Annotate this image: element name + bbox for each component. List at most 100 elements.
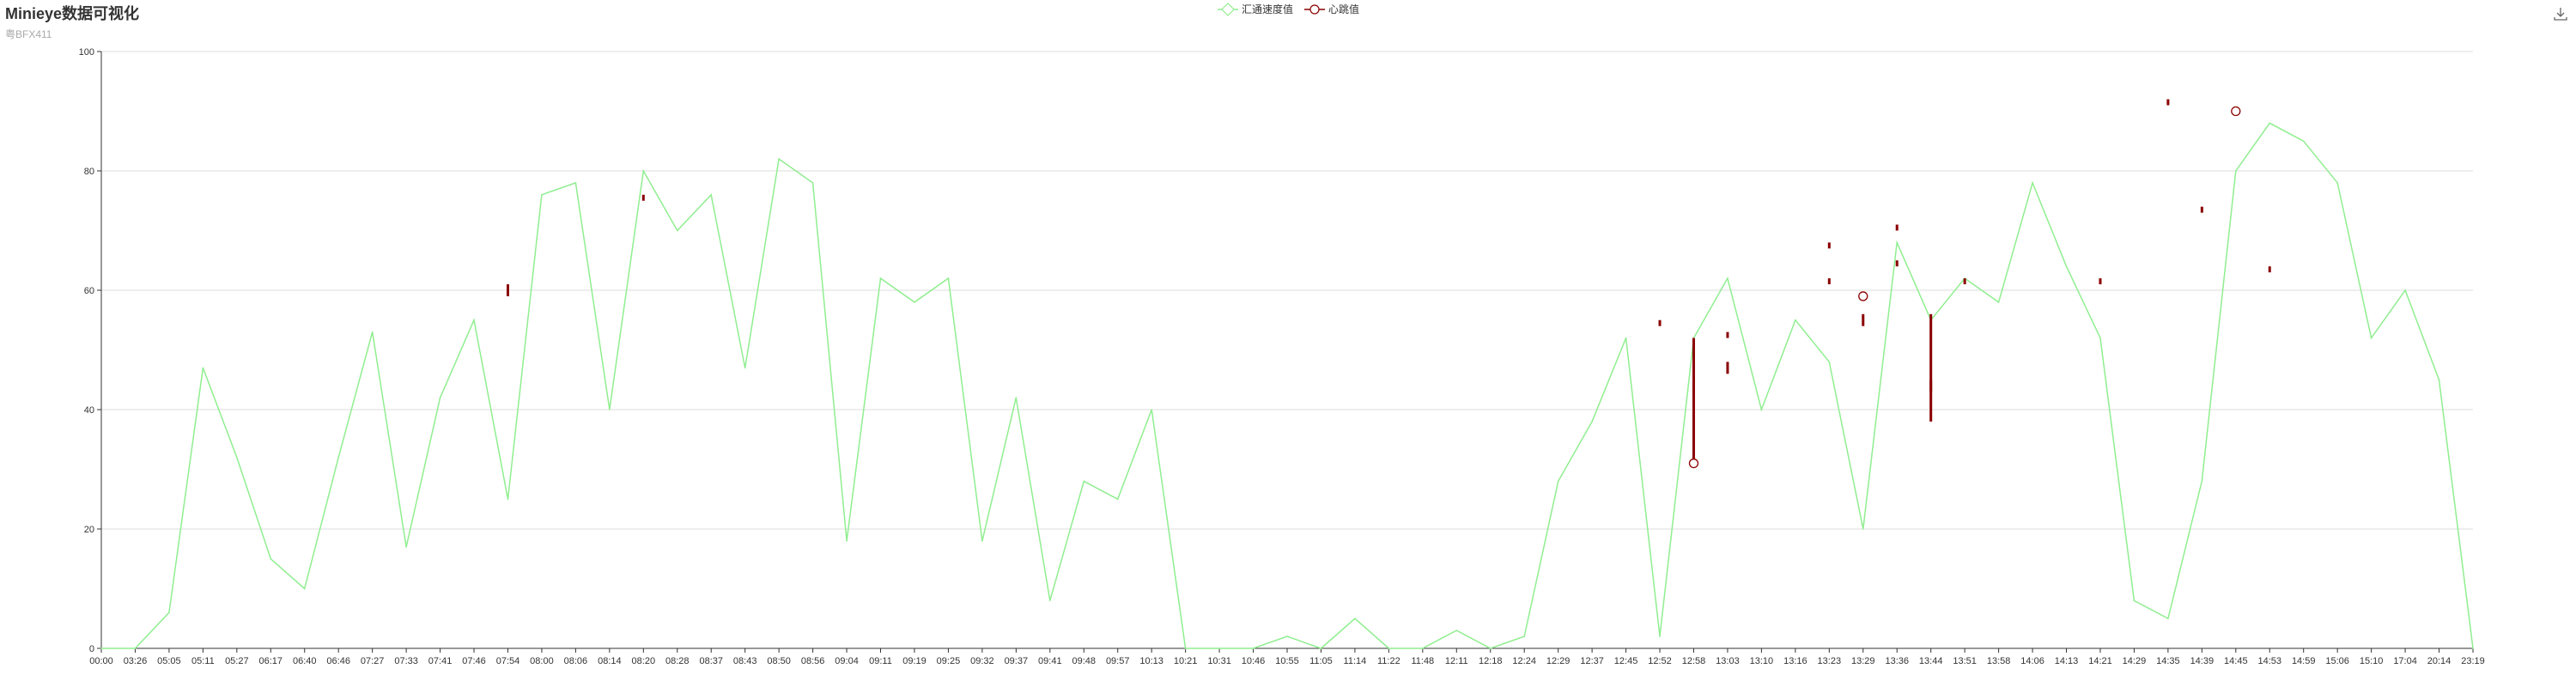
x-tick-label: 08:37 (699, 656, 723, 666)
speed-point (202, 367, 204, 369)
series-heartbeat (506, 99, 2271, 469)
speed-point (1049, 599, 1051, 602)
x-tick-label: 07:27 (361, 656, 385, 666)
speed-point (134, 647, 137, 649)
speed-point (1422, 647, 1424, 649)
y-tick-label: 60 (84, 286, 94, 296)
x-tick-label: 09:32 (970, 656, 994, 666)
speed-point (1523, 635, 1525, 637)
speed-point (744, 367, 746, 369)
x-tick-label: 13:51 (1953, 656, 1977, 666)
speed-point (947, 277, 950, 279)
speed-point (1083, 480, 1085, 483)
x-axis: 00:00 03:26 05:05 05:11 05:27 06:17 06:40 06:46… (89, 647, 2485, 666)
speed-point (236, 456, 238, 459)
heartbeat-bar (641, 194, 645, 201)
heartbeat-marker[interactable] (1858, 291, 1868, 301)
x-tick-label: 06:17 (259, 656, 283, 666)
heartbeat-bar (506, 284, 509, 296)
speed-point (879, 277, 882, 279)
heartbeat-marker[interactable] (1688, 458, 1699, 469)
page-subtitle: 粤BFX411 (5, 28, 52, 40)
x-tick-label: 03:26 (124, 656, 148, 666)
x-tick-label: 14:21 (2088, 656, 2112, 666)
heartbeat-bar (2200, 206, 2203, 213)
legend-item-speed[interactable]: 汇通速度值 (1218, 3, 1293, 16)
speed-point (2201, 480, 2203, 483)
speed-point (270, 557, 272, 560)
x-tick-label: 10:31 (1207, 656, 1231, 666)
speed-point (1388, 647, 1390, 649)
speed-point (1760, 409, 1763, 410)
speed-point (1591, 421, 1593, 423)
heartbeat-marker[interactable] (2231, 106, 2241, 117)
speed-point (1997, 301, 2000, 303)
speed-point (2302, 140, 2305, 143)
legend-marker-speed (1221, 3, 1235, 16)
speed-point (914, 301, 915, 303)
speed-point (2235, 170, 2237, 172)
download-icon[interactable] (2552, 5, 2569, 22)
x-tick-label: 13:10 (1750, 656, 1774, 666)
x-tick-label: 11:48 (1411, 656, 1434, 666)
speed-point (1727, 277, 1728, 279)
x-tick-label: 08:14 (598, 656, 622, 666)
heartbeat-bar (1658, 319, 1662, 326)
heartbeat-bar (1895, 224, 1899, 231)
speed-point (1320, 647, 1322, 649)
speed-point (371, 331, 374, 333)
x-tick-label: 12:37 (1580, 656, 1604, 666)
y-tick-label: 100 (79, 47, 94, 58)
speed-point (541, 194, 543, 196)
x-tick-label: 23:19 (2461, 656, 2485, 666)
x-tick-label: 14:35 (2156, 656, 2180, 666)
speed-point (2133, 599, 2136, 602)
speed-point (303, 587, 306, 590)
x-tick-label: 14:29 (2123, 656, 2147, 666)
heartbeat-bar (1726, 331, 1729, 338)
x-tick-label: 09:41 (1038, 656, 1062, 666)
grid (101, 51, 2473, 530)
speed-point (1896, 241, 1899, 244)
speed-point (1828, 361, 1831, 363)
speed-point (337, 456, 340, 459)
speed-point (981, 540, 983, 542)
x-tick-label: 12:18 (1479, 656, 1503, 666)
legend-item-heartbeat[interactable]: 心跳值 (1304, 3, 1359, 15)
speed-point (2269, 122, 2271, 125)
x-tick-label: 08:50 (767, 656, 791, 666)
x-tick-label: 07:33 (394, 656, 418, 666)
x-tick-label: 06:46 (326, 656, 350, 666)
x-tick-label: 08:06 (564, 656, 588, 666)
x-tick-label: 10:46 (1242, 656, 1266, 666)
x-tick-label: 09:25 (937, 656, 961, 666)
x-tick-label: 10:55 (1275, 656, 1299, 666)
heartbeat-bar (1895, 260, 1899, 267)
heartbeat-bar (1963, 278, 1966, 285)
speed-point (1116, 498, 1119, 501)
speed-point (439, 397, 441, 398)
legend-marker-heartbeat (1309, 4, 1320, 15)
x-tick-label: 08:56 (801, 656, 825, 666)
heartbeat-bar (1726, 362, 1729, 374)
x-tick-label: 11:14 (1344, 656, 1367, 666)
x-tick-label: 12:45 (1614, 656, 1638, 666)
x-tick-label: 14:39 (2190, 656, 2215, 666)
speed-point (100, 647, 102, 649)
speed-point (609, 409, 611, 410)
heartbeat-bar (2166, 99, 2170, 106)
speed-point (1286, 635, 1288, 637)
speed-point (405, 546, 407, 548)
y-tick-label: 80 (84, 167, 94, 177)
speed-point (168, 611, 170, 614)
speed-point (1795, 319, 1796, 321)
y-axis: 0 20 40 60 80 100 (79, 47, 102, 654)
x-tick-label: 10:21 (1174, 656, 1198, 666)
x-tick-label: 20:14 (2427, 656, 2451, 666)
x-tick-label: 14:59 (2292, 656, 2316, 666)
heartbeat-bar (2268, 266, 2271, 273)
speed-point (1659, 635, 1661, 637)
x-tick-label: 13:29 (1851, 656, 1875, 666)
x-tick-label: 14:45 (2224, 656, 2248, 666)
speed-point (778, 158, 780, 160)
